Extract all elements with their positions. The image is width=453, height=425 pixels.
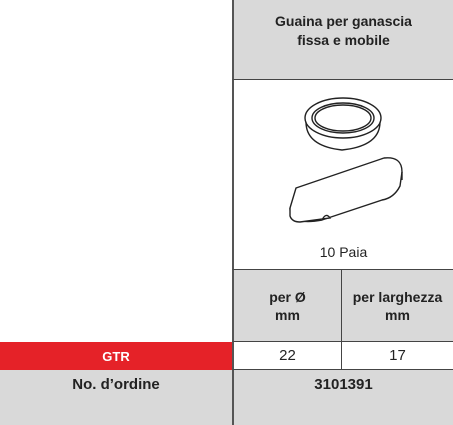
cell: 3101391 [232,370,453,425]
column-header: per larghezza mm [342,270,453,342]
header-title: Guaina per ganascia fissa e mobile [232,0,453,80]
product-drawing [289,97,403,223]
row-label: GTR [0,342,232,370]
image-cell: 10 Paia [232,80,453,270]
column-header: per Ø mm [232,270,342,342]
row-label: No. d’ordine [0,370,232,425]
cell: 22 [232,342,342,370]
image-caption: 10 Paia [319,244,368,260]
cell: 17 [342,342,453,370]
